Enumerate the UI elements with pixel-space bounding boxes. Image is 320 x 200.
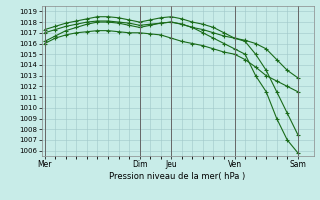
- X-axis label: Pression niveau de la mer( hPa ): Pression niveau de la mer( hPa ): [109, 172, 246, 181]
